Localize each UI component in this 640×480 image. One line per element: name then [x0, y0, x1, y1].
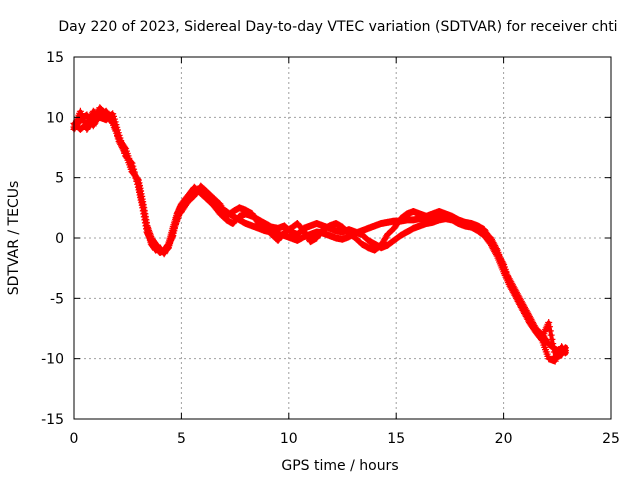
y-tick-label: 15: [46, 50, 64, 66]
x-tick-label: 10: [280, 431, 298, 447]
x-tick-label: 25: [602, 431, 620, 447]
y-tick-label: -5: [50, 291, 64, 307]
x-tick-label: 0: [70, 431, 79, 447]
x-tick-label: 5: [177, 431, 186, 447]
chart-title: Day 220 of 2023, Sidereal Day-to-day VTE…: [58, 19, 617, 35]
y-tick-label: 10: [46, 110, 64, 126]
x-tick-label: 20: [495, 431, 513, 447]
ticks: 0 5 10 15 20 25 -15 -10 -5 0 5 10 15: [41, 50, 620, 447]
data-series-sdtvar: [70, 104, 569, 365]
y-axis-label: SDTVAR / TECUs: [6, 181, 22, 296]
y-tick-label: -10: [41, 352, 64, 368]
y-tick-label: 5: [55, 171, 64, 187]
x-tick-label: 15: [387, 431, 405, 447]
series-markers: [70, 104, 569, 365]
x-axis-label: GPS time / hours: [281, 458, 398, 474]
y-tick-label: 0: [55, 231, 64, 247]
y-tick-label: -15: [41, 412, 64, 428]
